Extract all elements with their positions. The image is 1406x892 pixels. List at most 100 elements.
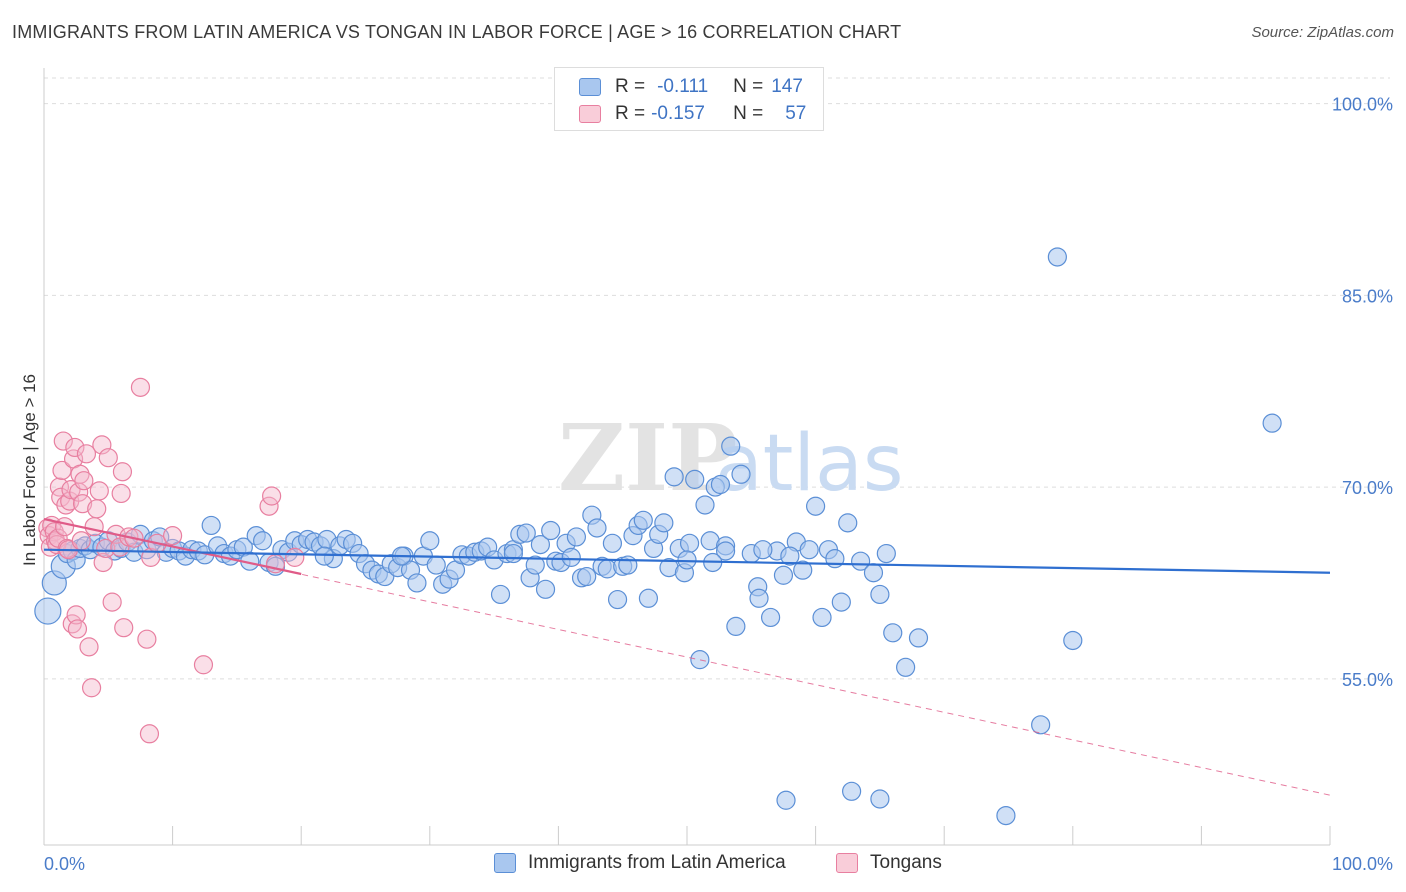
point-latin-america: [715, 541, 736, 561]
gridlines: [44, 77, 1390, 680]
point-tongans: [87, 499, 107, 519]
point-latin-america: [896, 657, 916, 677]
legend-item-latin-america[interactable]: Immigrants from Latin America: [494, 852, 786, 874]
point-latin-america: [831, 592, 851, 612]
series-tongans-points: [38, 377, 305, 744]
point-latin-america: [577, 566, 597, 587]
legend-label-latin-america: Immigrants from Latin America: [528, 852, 786, 873]
point-tongans: [84, 517, 104, 537]
point-latin-america: [618, 555, 638, 575]
source-label: Source: ZipAtlas.com: [1251, 24, 1394, 41]
point-latin-america: [1031, 715, 1051, 735]
legend-r-value: -0.111: [657, 76, 709, 97]
legend-r-value: -0.157: [651, 103, 705, 124]
legend-row-latin-america: R = -0.111 N = 147: [579, 75, 803, 99]
point-latin-america: [731, 464, 751, 484]
point-tongans: [98, 448, 118, 468]
point-tongans: [67, 619, 88, 639]
legend-item-tongans[interactable]: Tongans: [836, 852, 942, 874]
point-latin-america: [799, 540, 819, 560]
point-latin-america: [685, 469, 705, 489]
point-latin-america: [908, 628, 929, 648]
point-latin-america: [851, 551, 871, 571]
point-tongans: [193, 655, 214, 675]
point-latin-america: [602, 533, 623, 553]
point-tongans: [65, 437, 85, 458]
point-tongans: [285, 547, 305, 567]
point-tongans: [96, 538, 116, 559]
legend-n-value: 147: [771, 76, 803, 97]
point-latin-america: [780, 546, 800, 566]
point-latin-america: [253, 531, 273, 551]
point-latin-america: [561, 547, 581, 567]
point-tongans: [262, 486, 282, 506]
legend-swatch-blue: [579, 78, 601, 96]
point-tongans: [79, 637, 99, 657]
tick-labels: 55.0% 70.0% 85.0% 100.0% 0.0% 100.0%: [44, 95, 1393, 874]
point-latin-america: [773, 565, 794, 585]
point-latin-america: [710, 474, 731, 495]
point-tongans: [114, 618, 134, 638]
point-tongans: [71, 531, 91, 551]
point-tongans: [89, 481, 109, 501]
point-tongans: [102, 592, 122, 612]
point-latin-america: [535, 579, 556, 599]
point-latin-america: [587, 518, 607, 538]
point-tongans: [76, 444, 97, 464]
point-latin-america: [541, 520, 561, 541]
stats-legend: R = -0.111 N = 147 R = -0.157 N = 57: [554, 67, 824, 131]
trend-line-tongans: [43, 517, 302, 576]
point-tongans: [52, 460, 72, 481]
point-latin-america: [838, 513, 858, 533]
watermark-atlas: atlas: [715, 419, 904, 509]
point-latin-america: [607, 589, 628, 610]
y-tick-label: 55.0%: [1342, 670, 1393, 690]
legend-r-label: R =: [615, 103, 646, 124]
point-latin-america: [426, 555, 446, 575]
point-tongans: [53, 431, 73, 451]
point-tongans: [137, 629, 157, 649]
point-latin-america: [34, 597, 62, 625]
legend-label-tongans: Tongans: [870, 852, 942, 873]
axes: [43, 68, 1331, 846]
point-tongans: [111, 483, 131, 504]
point-latin-america: [753, 540, 773, 560]
point-latin-america: [883, 623, 903, 643]
legend-row-tongans: R = -0.157 N = 57: [579, 102, 806, 126]
point-latin-america: [749, 588, 769, 608]
point-tongans: [72, 494, 93, 514]
point-latin-america: [407, 573, 427, 593]
point-latin-america: [726, 616, 746, 637]
point-tongans: [163, 526, 183, 546]
point-latin-america: [996, 805, 1016, 826]
point-tongans: [66, 605, 86, 625]
point-tongans: [54, 517, 75, 537]
point-latin-america: [721, 436, 741, 456]
point-latin-america: [633, 510, 653, 530]
point-latin-america: [677, 550, 697, 570]
trend-lines: [43, 517, 1331, 796]
point-tongans: [49, 477, 70, 497]
point-latin-america: [870, 789, 890, 809]
point-latin-america: [1047, 247, 1067, 267]
y-tick-label: 100.0%: [1332, 95, 1393, 115]
legend-swatch-pink: [836, 853, 858, 873]
point-latin-america: [863, 563, 884, 583]
point-latin-america: [842, 781, 862, 801]
trend-line-latin-america: [43, 548, 1331, 574]
x-tick-label: 0.0%: [44, 854, 85, 874]
point-latin-america: [870, 584, 890, 605]
point-latin-america: [1262, 413, 1282, 433]
point-tongans: [139, 724, 160, 744]
y-tick-label: 70.0%: [1342, 478, 1393, 498]
point-latin-america: [503, 543, 523, 564]
legend-r-label: R =: [615, 76, 646, 97]
point-tongans: [93, 552, 113, 573]
point-latin-america: [638, 588, 659, 608]
point-latin-america: [525, 555, 545, 575]
point-tongans: [56, 495, 76, 515]
point-latin-america: [516, 523, 536, 543]
point-latin-america: [1063, 630, 1083, 651]
point-latin-america: [530, 534, 550, 555]
point-latin-america: [654, 513, 674, 533]
